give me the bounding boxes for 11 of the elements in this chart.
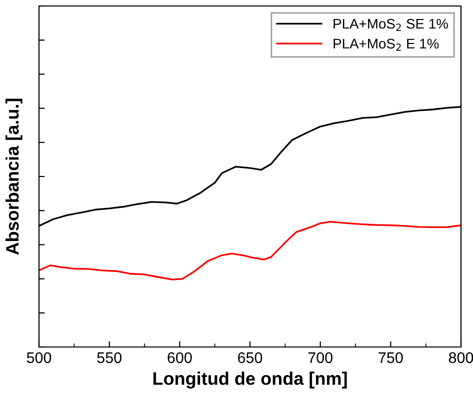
x-tick-label: 650 — [238, 352, 262, 364]
x-tick-label: 750 — [378, 352, 403, 364]
legend-label: PLA+MoS$_{2}$ SE 1% — [334, 18, 448, 31]
x-axis-title: Longitud de onda [nm] — [153, 372, 347, 389]
x-tick-label: 700 — [308, 352, 332, 364]
x-tick-label: 600 — [168, 352, 192, 364]
y-axis-title: Absorbancia [a.u.] — [6, 98, 22, 255]
x-tick-label: 500 — [26, 352, 52, 364]
x-tick-label: 800 — [448, 352, 473, 364]
x-tick-label: 550 — [97, 352, 122, 364]
legend-label: PLA+MoS$_{2}$ E 1% — [334, 38, 439, 51]
